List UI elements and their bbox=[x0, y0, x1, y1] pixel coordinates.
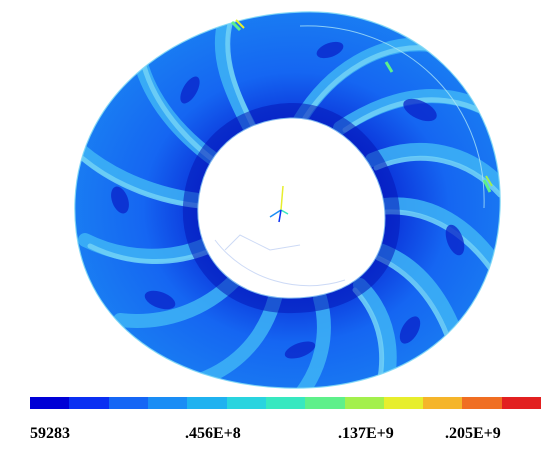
legend-label-min: 59283 bbox=[30, 425, 70, 442]
legend-swatch-8 bbox=[344, 397, 384, 409]
color-scale-bar bbox=[30, 397, 542, 409]
legend-label-3: .137E+9 bbox=[338, 425, 394, 442]
hot-spots bbox=[230, 19, 493, 193]
legend-label-2: .456E+8 bbox=[185, 425, 241, 442]
hub-wireframe bbox=[214, 234, 346, 287]
legend-swatch-10 bbox=[423, 397, 463, 409]
legend-swatch-12 bbox=[501, 397, 542, 409]
legend-swatch-2 bbox=[108, 397, 148, 409]
legend-swatch-4 bbox=[187, 397, 227, 409]
legend-swatch-6 bbox=[265, 397, 306, 409]
legend-swatch-11 bbox=[462, 397, 502, 409]
outer-rim bbox=[74, 11, 501, 389]
legend-swatch-0 bbox=[30, 397, 70, 409]
legend-label-max: .205E+9 bbox=[445, 425, 501, 442]
axis-triad-icon bbox=[269, 185, 289, 223]
legend-swatch-1 bbox=[69, 397, 109, 409]
legend-swatch-9 bbox=[383, 397, 424, 409]
legend-swatch-7 bbox=[305, 397, 345, 409]
inner-rim bbox=[299, 25, 485, 209]
legend-swatch-5 bbox=[226, 397, 266, 409]
legend-swatch-3 bbox=[147, 397, 188, 409]
impeller-contour-plot bbox=[74, 11, 501, 389]
hub-rim bbox=[197, 117, 386, 299]
